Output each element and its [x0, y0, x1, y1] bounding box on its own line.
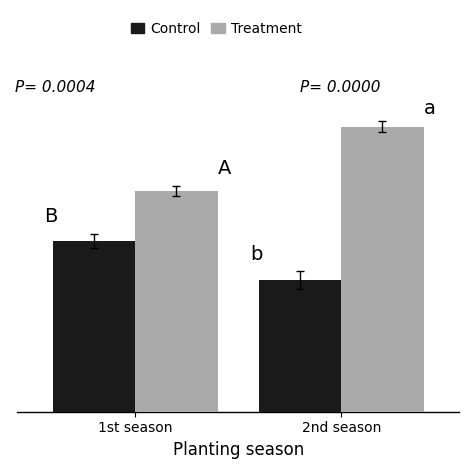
Text: b: b: [251, 245, 263, 264]
X-axis label: Planting season: Planting season: [173, 441, 304, 459]
Text: A: A: [218, 159, 231, 178]
Legend: Control, Treatment: Control, Treatment: [125, 16, 307, 41]
Bar: [259, 280, 341, 412]
Bar: [53, 241, 135, 412]
Text: P= 0.0004: P= 0.0004: [15, 80, 95, 95]
Bar: [135, 191, 218, 412]
Bar: [341, 127, 424, 412]
Text: B: B: [45, 208, 58, 227]
Text: a: a: [424, 99, 436, 118]
Text: P= 0.0000: P= 0.0000: [300, 80, 381, 95]
